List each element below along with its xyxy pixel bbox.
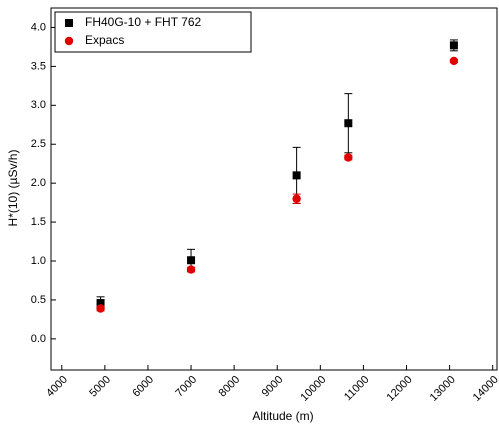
x-tick-label: 8000 (217, 374, 243, 400)
x-tick-label: 11000 (342, 374, 372, 404)
y-tick-label: 0.0 (31, 333, 46, 345)
data-point (96, 304, 105, 313)
x-tick-label: 9000 (260, 374, 286, 400)
x-tick-label: 12000 (385, 374, 415, 404)
x-tick-label: 5000 (87, 374, 113, 400)
data-point (292, 194, 301, 203)
y-tick-label: 3.0 (31, 99, 46, 111)
x-tick-label: 7000 (173, 374, 199, 400)
data-point (449, 56, 459, 66)
data-point (449, 41, 458, 50)
y-axis-title: H*(10) (µSv/h) (6, 150, 20, 227)
y-tick-label: 3.5 (31, 60, 46, 72)
data-point (344, 119, 353, 128)
legend-label: Expacs (85, 33, 124, 47)
y-tick-label: 2.0 (31, 177, 46, 189)
data-point (186, 265, 196, 274)
data-point (292, 171, 301, 180)
y-tick-label: 4.0 (31, 21, 46, 33)
x-tick-label: 10000 (298, 374, 328, 404)
data-point (187, 256, 196, 265)
y-tick-label: 0.5 (31, 294, 46, 306)
legend-box (54, 11, 252, 53)
x-tick-label: 6000 (130, 374, 156, 400)
data-point (344, 153, 353, 162)
legend-label: FH40G-10 + FHT 762 (85, 15, 201, 29)
y-tick-label: 1.5 (31, 216, 46, 228)
legend-marker (64, 36, 74, 46)
y-tick-label: 1.0 (31, 255, 46, 267)
y-tick-label: 2.5 (31, 138, 46, 150)
x-tick-label: 13000 (428, 374, 458, 404)
x-tick-label: 14000 (471, 374, 499, 404)
data-point (96, 299, 105, 308)
x-axis-title: Altitude (m) (252, 409, 313, 423)
legend-marker (65, 19, 73, 27)
x-tick-label: 4000 (44, 374, 70, 400)
plot-frame (50, 7, 498, 371)
